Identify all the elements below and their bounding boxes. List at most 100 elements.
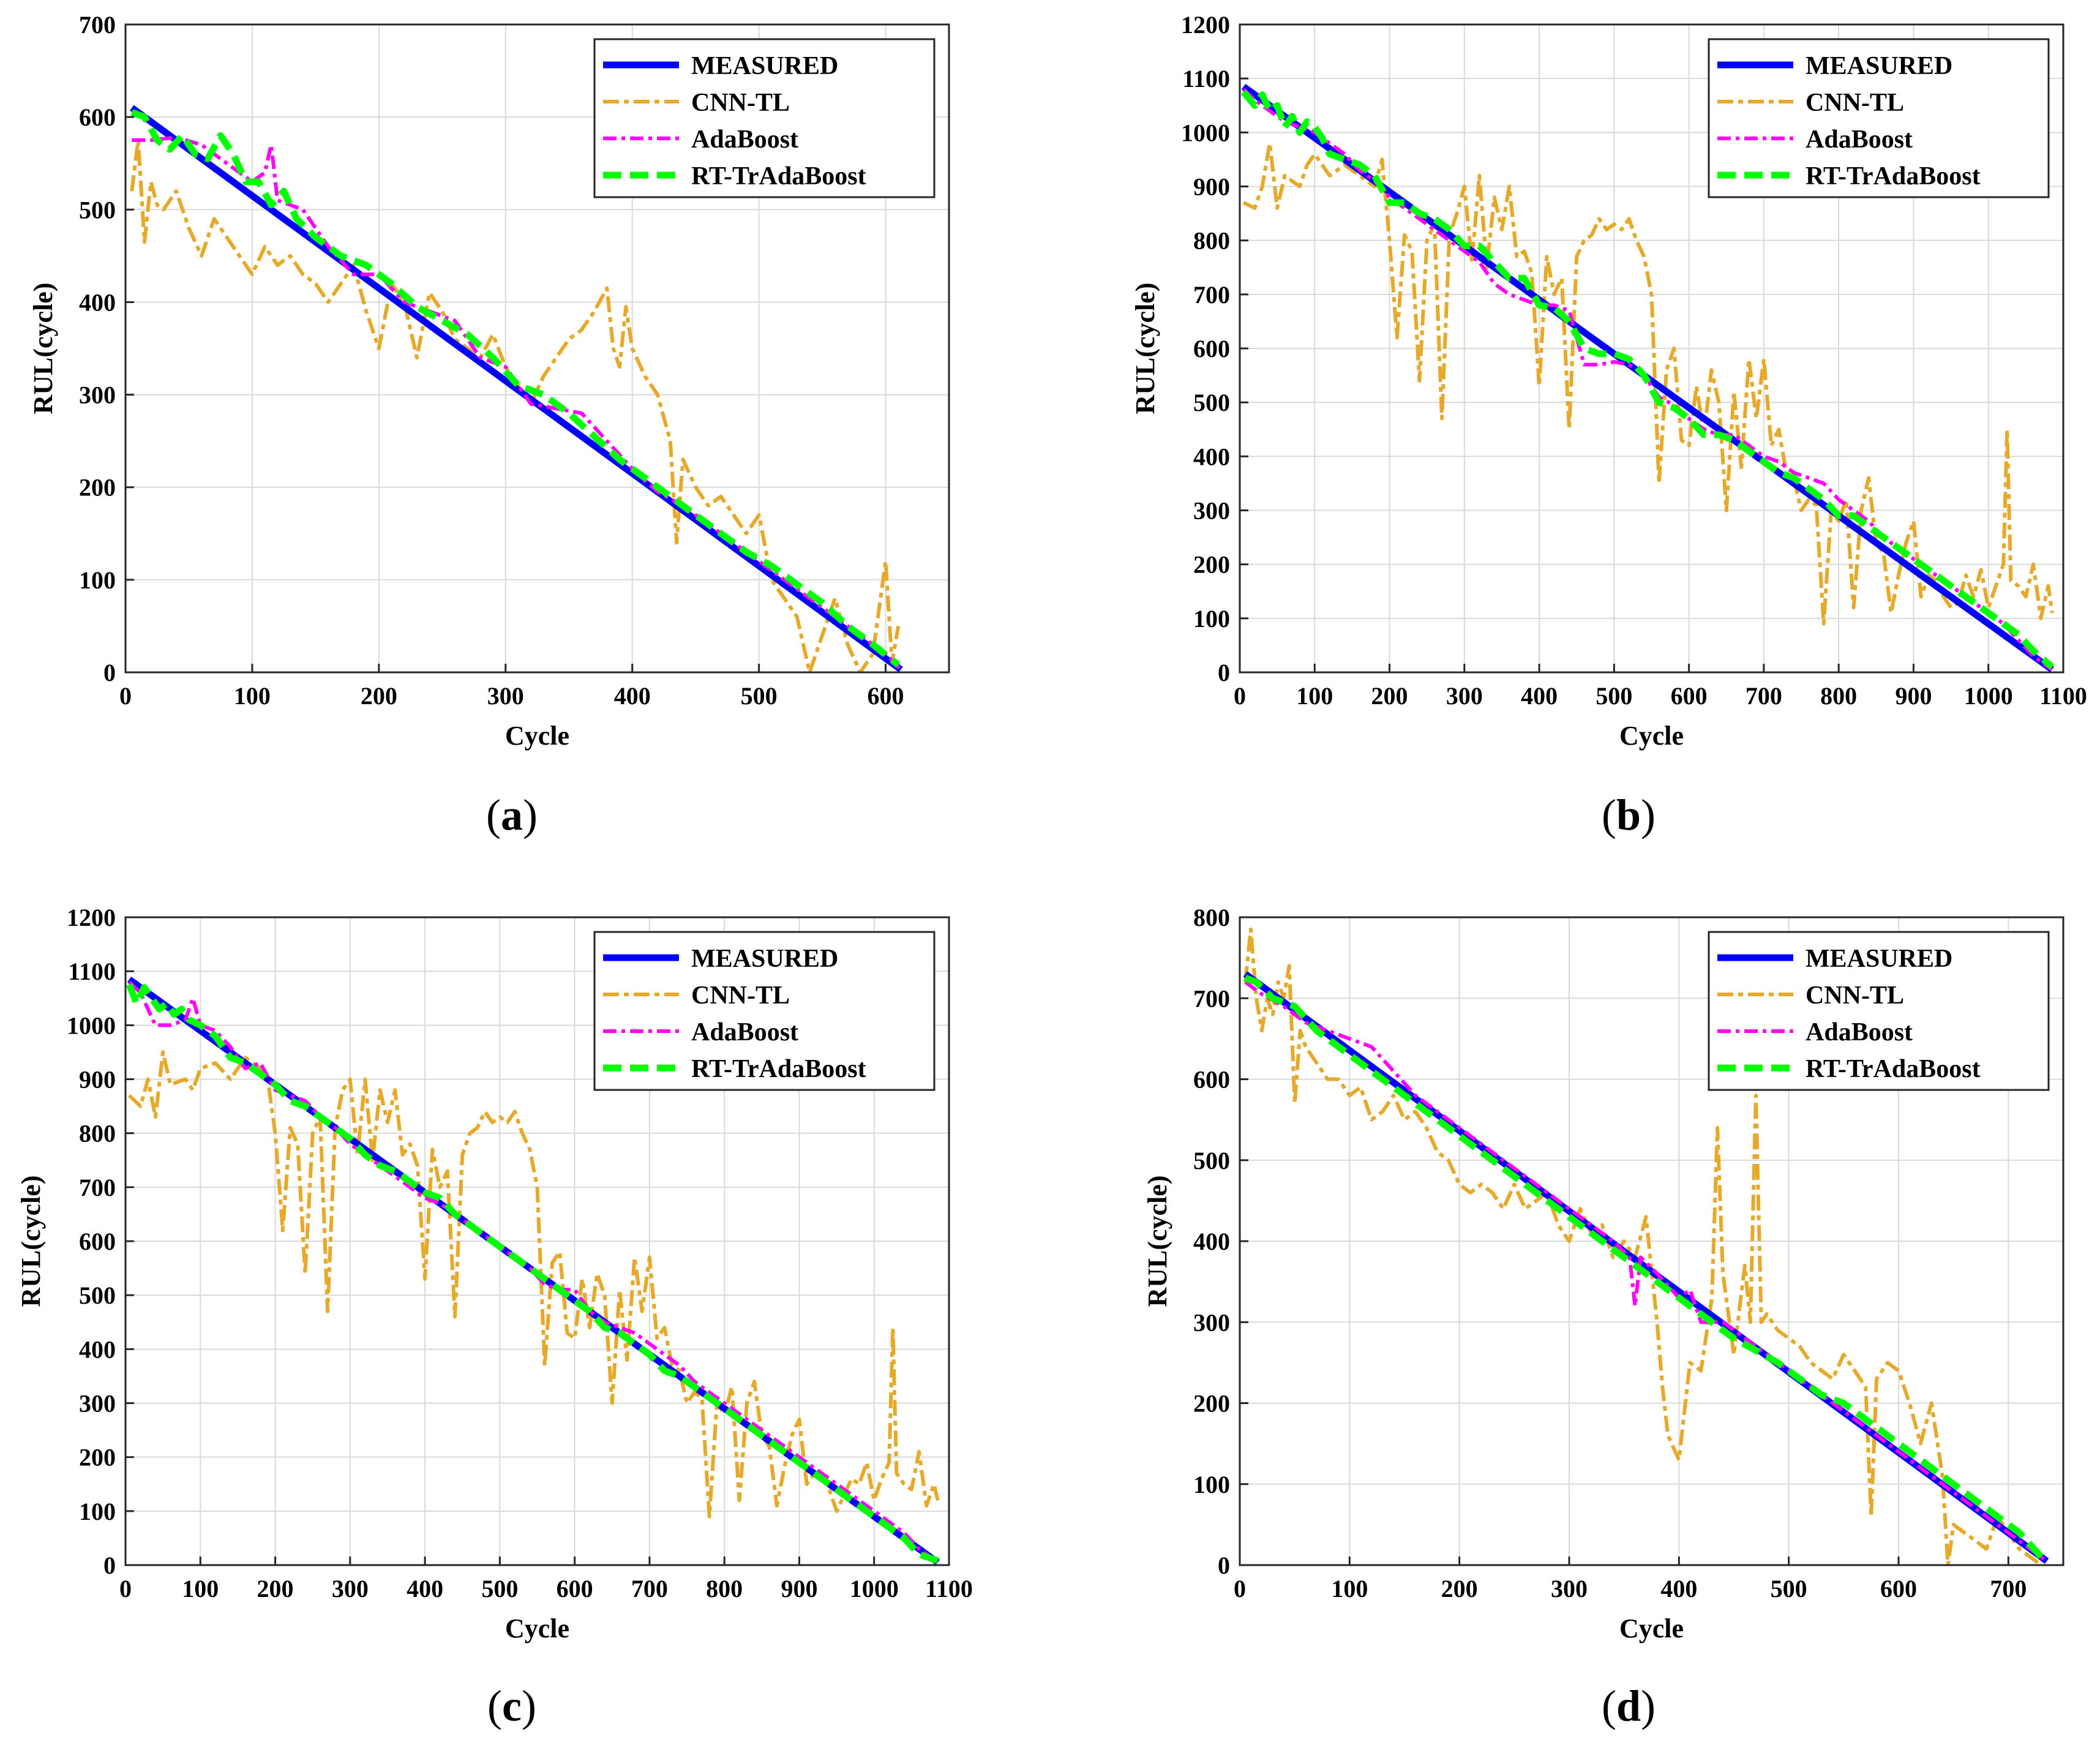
y-tick-label: 600: [1193, 335, 1230, 362]
y-axis-label: RUL(cycle): [28, 282, 58, 414]
x-tick-label: 100: [1331, 1575, 1368, 1602]
y-tick-label: 0: [103, 1552, 116, 1579]
legend-label: MEASURED: [1806, 945, 1952, 973]
legend-label: AdaBoost: [691, 1018, 798, 1046]
legend-label: CNN-TL: [691, 982, 790, 1010]
y-axis-label: RUL(cycle): [1142, 1175, 1172, 1307]
series-rt-tradaboost-line: [126, 983, 939, 1564]
legend: MEASURED CNN-TL AdaBoost RT-TrAdaBoost: [1708, 38, 2050, 198]
x-tick-label: 600: [557, 1575, 593, 1602]
x-tick-label: 700: [1746, 682, 1782, 710]
x-tick-label: 200: [361, 682, 397, 710]
legend-label: AdaBoost: [1806, 1018, 1913, 1046]
x-axis-label: Cycle: [1619, 721, 1684, 751]
legend: MEASURED CNN-TL AdaBoost RT-TrAdaBoost: [1708, 931, 2050, 1091]
y-tick-label: 400: [79, 1335, 116, 1363]
legend-label: RT-TrAdaBoost: [1806, 162, 1981, 190]
chart-a: 0 100 200 300 400 500 600 0 100 200 300 400 500 600 70…: [28, 11, 950, 839]
y-tick-label: 500: [79, 196, 116, 223]
x-axis-label: Cycle: [505, 721, 569, 751]
series-cnn-tl-line: [1243, 927, 2042, 1565]
y-tick-label: 700: [1193, 281, 1230, 309]
x-tick-label: 600: [1671, 682, 1708, 710]
x-tick-label: 300: [1551, 1575, 1588, 1602]
y-axis-label: RUL(cycle): [1130, 282, 1160, 414]
y-tick-label: 700: [79, 1174, 116, 1201]
y-tick-label: 100: [79, 566, 116, 594]
y-tick-label: 500: [1193, 1147, 1230, 1174]
x-tick-label: 600: [868, 682, 904, 710]
y-tick-label: 500: [1193, 389, 1230, 416]
y-tick-label: 200: [79, 1444, 116, 1471]
y-axis-label: RUL(cycle): [16, 1175, 46, 1307]
legend-label: CNN-TL: [691, 89, 790, 117]
series-rt-tradaboost-line: [1244, 975, 2044, 1560]
y-tick-label: 700: [1193, 985, 1230, 1012]
y-tick-label: 1100: [68, 958, 116, 985]
y-tick-label: 600: [79, 1228, 116, 1255]
chart-d: 0 100 200 300 400 500 600 700 0 100 200 300 400 500 60…: [1142, 904, 2064, 1730]
y-tick-label: 1200: [67, 904, 116, 931]
x-tick-label: 400: [1660, 1575, 1697, 1602]
subfigure-caption: (b): [1602, 791, 1656, 839]
y-tick-label: 0: [1218, 659, 1230, 686]
x-tick-label: 700: [631, 1575, 668, 1602]
series-group: [1243, 927, 2049, 1565]
y-tick-label: 0: [103, 659, 116, 686]
y-tick-label: 1100: [1182, 65, 1230, 92]
x-tick-label: 300: [332, 1575, 369, 1602]
series-group: [126, 976, 940, 1565]
y-tick-label: 0: [1218, 1552, 1230, 1579]
x-tick-label: 400: [614, 682, 651, 710]
legend-label: MEASURED: [691, 52, 838, 80]
y-tick-label: 300: [1193, 497, 1230, 525]
x-tick-label: 100: [182, 1575, 219, 1602]
legend-label: AdaBoost: [1806, 126, 1913, 154]
y-tick-label: 400: [1193, 1228, 1230, 1255]
x-tick-label: 500: [741, 682, 778, 710]
series-rt-tradaboost-line: [1240, 89, 2055, 670]
x-tick-label: 500: [1771, 1575, 1807, 1602]
x-tick-label: 200: [1441, 1575, 1478, 1602]
y-tick-label: 300: [79, 381, 116, 409]
x-tick-label: 0: [1234, 1575, 1246, 1602]
series-cnn-tl-line: [1242, 141, 2054, 626]
y-tick-label: 900: [79, 1066, 116, 1094]
x-tick-label: 1000: [1964, 682, 2013, 710]
x-tick-label: 0: [119, 1575, 132, 1602]
legend-label: MEASURED: [691, 945, 838, 973]
subfigure-caption: (a): [486, 791, 538, 839]
legend-label: CNN-TL: [1806, 89, 1904, 117]
y-tick-label: 200: [1193, 1390, 1230, 1418]
y-tick-label: 400: [79, 288, 116, 316]
legend-label: MEASURED: [1806, 52, 1952, 80]
x-tick-label: 400: [407, 1575, 443, 1602]
x-tick-label: 800: [706, 1575, 743, 1602]
chart-c: 0 100 200 300 400 500 600 700 800 900 1000 1100 0 100…: [16, 904, 973, 1730]
x-axis-label: Cycle: [1619, 1613, 1684, 1643]
y-tick-label: 500: [79, 1282, 116, 1309]
x-tick-label: 700: [1990, 1575, 2027, 1602]
series-rt-tradaboost-line: [130, 109, 901, 668]
y-tick-label: 100: [1193, 1471, 1230, 1498]
y-tick-label: 100: [79, 1498, 116, 1525]
y-tick-label: 600: [1193, 1066, 1230, 1094]
series-adaboost-line: [1244, 980, 2048, 1563]
x-tick-label: 800: [1820, 682, 1857, 710]
y-tick-label: 800: [1193, 227, 1230, 255]
x-tick-label: 0: [119, 682, 132, 710]
y-tick-label: 1200: [1181, 11, 1230, 39]
x-tick-label: 0: [1234, 682, 1246, 710]
x-tick-label: 1100: [925, 1575, 973, 1602]
chart-b: 0 100 200 300 400 500 600 700 800 900 1000 1100 0 100…: [1130, 11, 2087, 839]
legend: MEASURED CNN-TL AdaBoost RT-TrAdaBoost: [593, 38, 936, 198]
x-tick-label: 500: [1596, 682, 1632, 710]
axes-frame: [124, 23, 950, 674]
x-tick-label: 400: [1521, 682, 1558, 710]
series-group: [130, 105, 903, 672]
series-group: [1240, 83, 2055, 672]
series-measured-line: [130, 105, 903, 672]
y-tick-label: 900: [1193, 173, 1230, 201]
legend: MEASURED CNN-TL AdaBoost RT-TrAdaBoost: [593, 931, 936, 1091]
y-tick-label: 1000: [1181, 119, 1230, 146]
